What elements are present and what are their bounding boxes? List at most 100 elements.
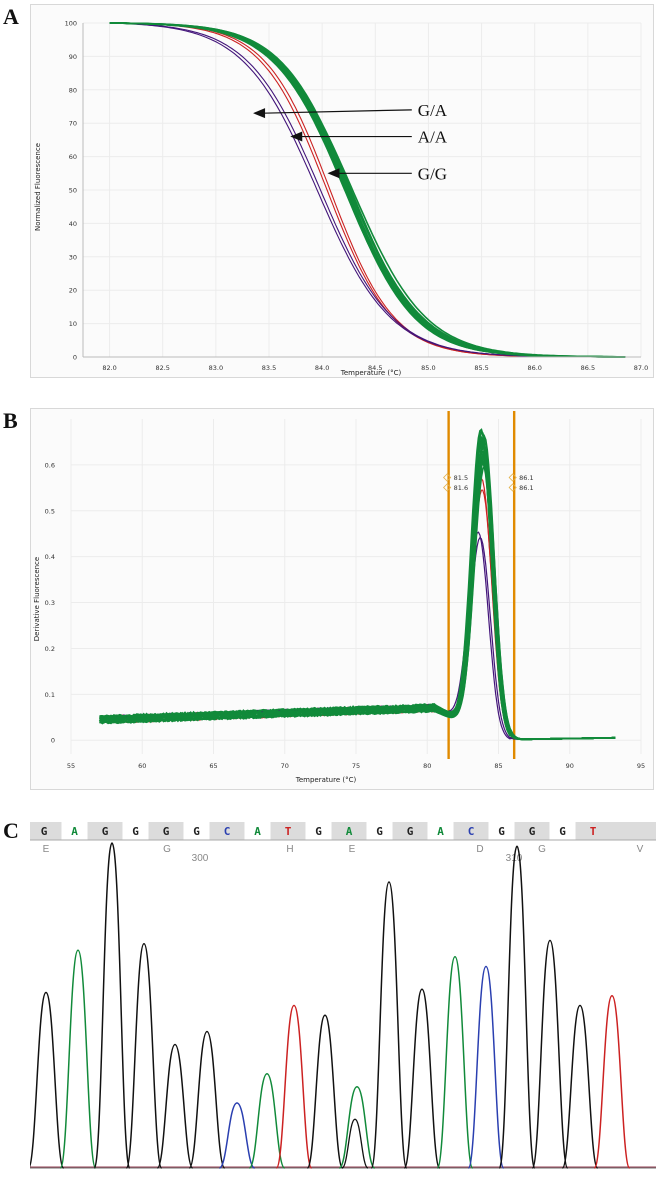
b-marker-label: 81.5 <box>454 474 468 482</box>
c-peak-g <box>498 845 536 1169</box>
c-peak-c <box>218 1102 256 1169</box>
b-ytick: 0.3 <box>45 599 55 607</box>
a-xtick: 83.5 <box>262 364 276 372</box>
c-base-call: G <box>498 825 505 838</box>
a-ytick: 20 <box>69 287 77 295</box>
c-peak-g <box>188 1030 226 1169</box>
c-base-call: G <box>132 825 139 838</box>
b-ylabel: Derivative Fluorescence <box>33 557 41 641</box>
c-base-call: T <box>285 825 292 838</box>
a-xtick: 82.0 <box>102 364 116 372</box>
c-base-call: G <box>163 825 170 838</box>
a-callout-aa: A/A <box>418 128 448 147</box>
a-callout-arrow <box>253 108 266 119</box>
c-base-call: G <box>407 825 414 838</box>
c-peak-g <box>403 988 441 1169</box>
c-peak-g <box>27 991 65 1169</box>
b-curve-aa <box>99 489 616 740</box>
b-xlabel: Temperature (°C) <box>295 776 357 784</box>
b-ytick: 0.4 <box>45 553 55 561</box>
panel-label-a: A <box>3 4 19 29</box>
b-marker-label: 86.1 <box>519 474 533 482</box>
c-amino-acid: H <box>286 844 293 855</box>
a-xtick: 86.0 <box>527 364 541 372</box>
c-base-cell <box>244 822 271 840</box>
a-ytick: 100 <box>65 20 77 28</box>
c-amino-acid: G <box>538 844 546 855</box>
c-amino-acid: V <box>637 844 644 855</box>
a-xtick: 82.5 <box>155 364 169 372</box>
c-peak-a <box>338 1085 376 1169</box>
c-base-cell <box>366 822 393 840</box>
b-xtick: 75 <box>352 762 360 770</box>
a-callout-gg: G/G <box>418 164 447 183</box>
b-marker-handle <box>443 483 452 492</box>
b-xtick: 90 <box>566 762 574 770</box>
b-marker-label: 81.6 <box>454 484 468 492</box>
c-peak-g <box>156 1043 194 1169</box>
a-xtick: 84.5 <box>368 364 382 372</box>
c-base-call: A <box>346 825 353 838</box>
c-peak-g <box>370 881 408 1169</box>
a-ytick: 40 <box>69 220 77 228</box>
b-xtick: 70 <box>281 762 289 770</box>
a-callout-line <box>263 109 412 114</box>
b-curve-gg <box>99 458 616 741</box>
a-callout-ga: G/A <box>418 101 448 120</box>
b-xtick: 95 <box>637 762 645 770</box>
c-base-call: G <box>559 825 566 838</box>
c-amino-acid: G <box>163 844 171 855</box>
c-base-call: A <box>437 825 444 838</box>
a-ytick: 70 <box>69 120 77 128</box>
a-callout-arrow <box>327 168 340 179</box>
c-base-cell <box>488 822 515 840</box>
chart-b: 81.5 81.6 86.1 86.1 55 60 65 70 75 80 85 90 95 0 0.1 0… <box>33 411 645 784</box>
c-base-call: C <box>468 825 475 838</box>
a-xlabel: Temperature (°C) <box>340 369 402 377</box>
c-peak-g <box>561 1004 599 1169</box>
c-base-cell <box>61 822 88 840</box>
c-base-call: G <box>193 825 200 838</box>
b-ytick: 0.2 <box>45 645 55 653</box>
c-base-cell <box>183 822 210 840</box>
panel-a-frame: 82.0 82.5 83.0 83.5 84.0 84.5 85.0 85.5 86.0 86.5… <box>30 4 654 378</box>
a-ytick: 80 <box>69 86 77 94</box>
b-curve-gg <box>99 461 616 741</box>
c-amino-acid: E <box>349 844 356 855</box>
a-ylabel: Normalized Fluorescence <box>34 143 42 231</box>
c-peak-g <box>93 842 131 1169</box>
b-xtick: 80 <box>423 762 431 770</box>
c-peak-minor <box>341 1118 369 1169</box>
b-curve-gg <box>99 428 616 741</box>
b-ytick: 0.6 <box>45 461 55 469</box>
c-base-call: G <box>315 825 322 838</box>
c-peak-g <box>306 1014 344 1169</box>
b-ytick: 0.5 <box>45 507 55 515</box>
c-peak-g <box>531 939 569 1169</box>
a-callout-arrow <box>290 131 303 142</box>
c-base-call: G <box>102 825 109 838</box>
c-peak-t <box>593 994 631 1169</box>
b-curve-aa <box>99 477 616 740</box>
a-curve-gg <box>109 22 626 358</box>
c-amino-acid: D <box>476 844 483 855</box>
b-marker-handle <box>508 473 517 482</box>
a-xtick: 84.0 <box>315 364 329 372</box>
a-xtick: 85.0 <box>421 364 435 372</box>
c-peak-a <box>59 949 97 1169</box>
b-curve-gg <box>99 448 616 741</box>
b-xtick: 65 <box>209 762 217 770</box>
panel-label-c: C <box>3 818 19 843</box>
c-base-call: A <box>254 825 261 838</box>
c-base-cell <box>305 822 332 840</box>
b-curve-gg <box>99 434 616 741</box>
b-curve-gg <box>99 443 616 741</box>
b-marker-handle <box>443 473 452 482</box>
panel-label-b: B <box>3 408 18 433</box>
b-xtick: 60 <box>138 762 146 770</box>
b-curve-gg <box>99 454 616 741</box>
c-base-call: G <box>529 825 536 838</box>
b-curve-gg <box>98 450 616 741</box>
